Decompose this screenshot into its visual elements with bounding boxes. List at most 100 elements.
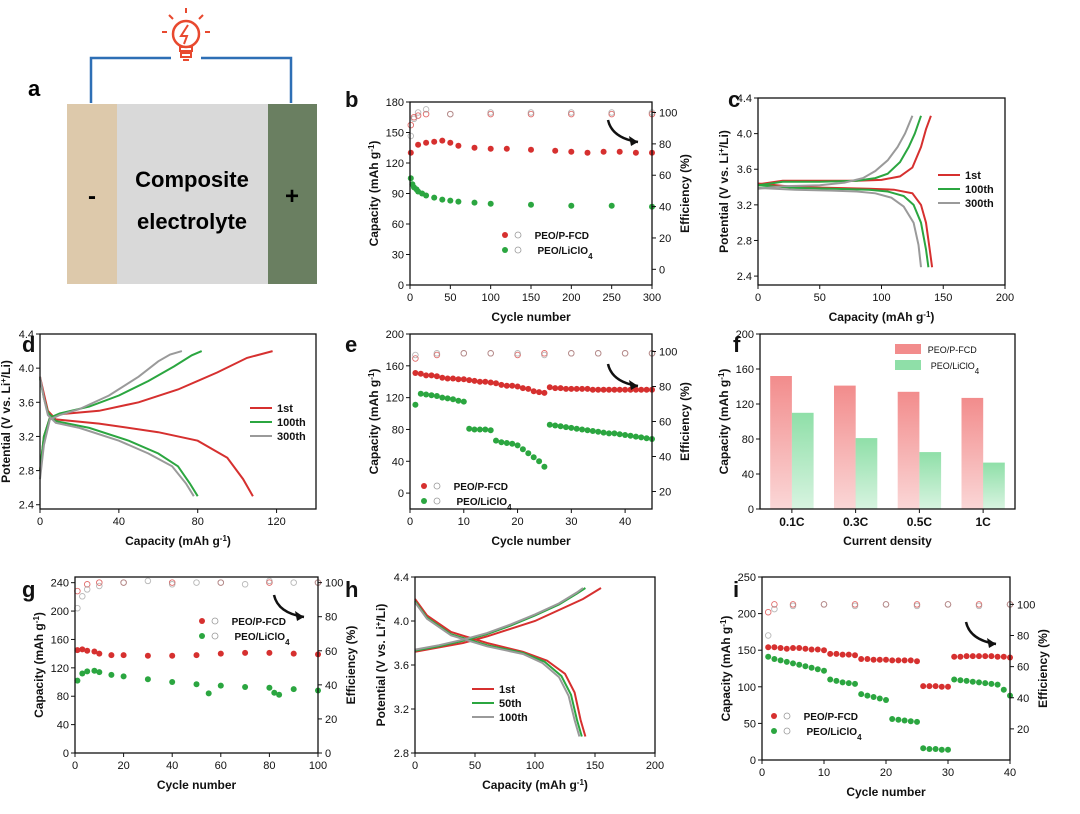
capacity-point [108, 671, 115, 678]
capacity-point [858, 656, 865, 662]
legend-marker-hollow [211, 632, 219, 640]
capacity-point [1000, 686, 1007, 693]
capacity-point [498, 439, 505, 446]
efficiency-point [290, 579, 297, 586]
electrolyte-label-line1: Composite [135, 167, 249, 192]
efficiency-point [407, 132, 415, 140]
y2-tick-label: 40 [1017, 693, 1029, 705]
efficiency-point [820, 601, 828, 608]
capacity-point [988, 653, 995, 660]
cathode-sign: + [285, 183, 299, 210]
capacity-point [417, 370, 424, 377]
capacity-point [579, 385, 586, 392]
x-tick-label: 300 [643, 292, 661, 304]
efficiency-point [266, 577, 273, 585]
capacity-point [802, 645, 809, 652]
legend-label: 1st [277, 403, 293, 415]
y-tick-label: 4.0 [394, 616, 409, 628]
label-part: Capacity (mAh [367, 387, 381, 474]
label-part: g [367, 152, 381, 159]
capacity-point [455, 142, 462, 149]
legend-marker [771, 728, 777, 734]
x-axis-label: Capacity (mAh g-1) [482, 778, 588, 793]
capacity-point [79, 670, 86, 677]
label-part: + [374, 621, 383, 626]
charts-group: b0 50 100 150 200 250 300030609012015018002040… [0, 87, 1050, 799]
capacity-point [833, 677, 840, 684]
label-part: -1 [367, 372, 376, 380]
panel-label-c: c [728, 87, 740, 112]
capacity-point [466, 425, 473, 432]
label-part: Capacity (mAh [482, 778, 569, 792]
efficiency-point [764, 608, 772, 616]
y-tick-label: 4.0 [19, 363, 34, 375]
efficiency-point [217, 579, 225, 586]
label-part: ) [32, 612, 46, 616]
y-tick-label: 80 [392, 424, 404, 436]
efficiency-point [771, 601, 778, 608]
legend-label: PEO/LiClO4 [931, 361, 980, 376]
capacity-point [573, 385, 580, 392]
y2-tick-label: 60 [325, 646, 337, 658]
efficiency-point [541, 351, 548, 359]
capacity-point [595, 386, 602, 393]
capacity-point [1000, 653, 1007, 660]
y2-tick-label: 40 [659, 452, 671, 464]
capacity-point [169, 652, 176, 659]
legend-marker-hollow [433, 497, 441, 505]
capacity-point [447, 197, 454, 204]
efficiency-point [882, 601, 890, 608]
capacity-point [771, 644, 778, 651]
capacity-point [932, 746, 939, 752]
y-tick-label: 4.4 [394, 572, 409, 584]
legend-marker [421, 483, 427, 489]
efficiency-point [266, 579, 273, 586]
series-line-1st-charge [757, 115, 932, 186]
legend-label: PEO/P-FCD [454, 482, 508, 493]
x-tick-label: 10 [458, 516, 470, 528]
capacity-point [407, 149, 414, 156]
capacity-point [498, 381, 505, 388]
efficiency-point [144, 577, 152, 585]
x-tick-label: 50 [444, 292, 456, 304]
legend-label: 100th [499, 712, 528, 724]
capacity-point [969, 653, 976, 660]
x-tick-label: 50 [814, 292, 826, 304]
capacity-point [796, 645, 803, 651]
capacity-point [568, 148, 575, 155]
capacity-point [423, 139, 430, 146]
capacity-point [982, 653, 989, 660]
capacity-point [444, 375, 451, 382]
capacity-point [814, 646, 821, 653]
capacity-point [423, 372, 430, 379]
efficiency-point [460, 350, 468, 357]
capacity-point [616, 386, 623, 393]
label-part: /Li) [717, 130, 731, 148]
bar-PEO-P-FCD-0.3C [834, 385, 856, 509]
label-part: g [212, 534, 219, 548]
y-tick-label: 250 [738, 572, 756, 584]
efficiency-point [975, 602, 983, 610]
capacity-point [450, 375, 456, 382]
capacity-point [487, 379, 494, 386]
capacity-point [584, 427, 591, 434]
x-tick-label: 0 [37, 516, 43, 528]
y2-tick-label: 60 [1017, 662, 1029, 674]
label-part: Li [717, 153, 731, 164]
legend-label: 1st [499, 684, 515, 696]
label-part: g [32, 623, 46, 630]
y-tick-label: 0 [398, 488, 404, 500]
label-part: Potential (V vs. [374, 637, 388, 726]
efficiency-point [241, 581, 249, 588]
legend-label: PEO/LiClO4 [234, 632, 290, 647]
capacity-point [525, 450, 532, 457]
arrow-head [987, 638, 996, 648]
capacity-point [870, 656, 877, 663]
capacity-point [460, 398, 467, 405]
capacity-point [926, 746, 933, 752]
x-axis-label: Cycle number [491, 534, 571, 548]
y-axis-label: Potential (V vs. Li+/Li) [717, 130, 732, 253]
efficiency-point [568, 350, 575, 357]
y-tick-label: 60 [392, 219, 404, 231]
series-line-300th-discharge [757, 186, 922, 268]
